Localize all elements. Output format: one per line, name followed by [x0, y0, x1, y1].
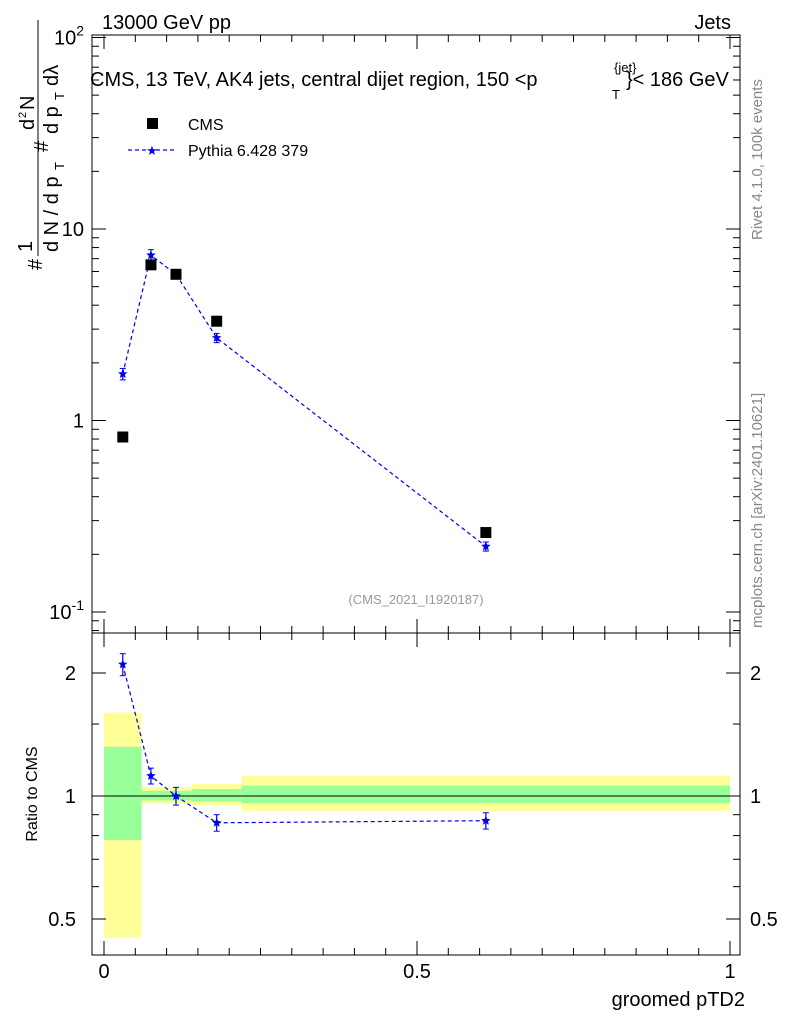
main-y-tick-label: 102 — [54, 23, 84, 50]
cms-data-point — [211, 315, 223, 327]
plot-title-tail: }< 186 GeV — [626, 69, 730, 91]
legend-cms-marker — [147, 118, 158, 129]
svg-text:d: d — [17, 119, 39, 130]
ratio-pythia-point — [118, 659, 128, 669]
ratio-pythia-point — [146, 770, 156, 780]
svg-text:1: 1 — [15, 241, 37, 252]
svg-text:T: T — [52, 162, 67, 170]
svg-text:T: T — [52, 92, 67, 100]
pythia-line — [122, 254, 487, 547]
header-left: 13000 GeV pp — [102, 12, 231, 34]
svg-text:d N / d p: d N / d p — [41, 176, 63, 252]
svg-text:dλ: dλ — [41, 65, 63, 86]
analysis-id: (CMS_2021_I1920187) — [348, 592, 483, 607]
legend-pythia-marker: ★ — [146, 143, 158, 158]
plot-title-sup: {jet} — [614, 60, 637, 75]
ratio-y-tick-label: 2 — [65, 663, 76, 685]
main-y-tick-label: 1 — [73, 411, 84, 433]
plot-title: CMS, 13 TeV, AK4 jets, central dijet reg… — [90, 69, 538, 91]
header-right: Jets — [694, 12, 731, 34]
cms-data-point — [480, 527, 492, 539]
svg-text:d p: d p — [41, 106, 63, 134]
x-axis-label: groomed pTD2 — [612, 989, 745, 1011]
plot-title-sub: T — [612, 87, 620, 102]
ratio-y-tick-label-right: 1 — [750, 786, 761, 808]
cms-data-point — [170, 268, 182, 280]
main-y-axis-label: # 1 d N / d p T # d 2 N d p T dλ — [15, 20, 67, 270]
svg-text:#: # — [31, 140, 53, 152]
ratio-panel-frame — [91, 632, 741, 956]
ratio-y-tick-label-right: 0.5 — [750, 909, 778, 931]
pythia-point — [481, 541, 491, 551]
legend-cms-label: CMS — [188, 117, 224, 134]
ratio-y-tick-label: 1 — [65, 786, 76, 808]
pythia-point — [146, 250, 156, 260]
svg-text:#: # — [25, 258, 47, 270]
legend-pythia-label: Pythia 6.428 379 — [188, 143, 308, 160]
cms-data-point — [117, 431, 129, 443]
ratio-pythia-point — [211, 817, 222, 827]
x-tick-label: 0.5 — [403, 961, 431, 983]
ratio-pythia-point — [481, 815, 491, 825]
x-tick-label: 0 — [98, 961, 109, 983]
main-y-tick-label: 10-1 — [49, 597, 84, 624]
pythia-point — [211, 332, 222, 342]
svg-text:2: 2 — [17, 112, 29, 118]
cms-data-point — [145, 259, 157, 271]
svg-text:N: N — [17, 96, 39, 110]
ratio-band-inner — [104, 746, 142, 841]
ratio-band-inner — [241, 785, 730, 804]
main-y-tick-label: 10 — [62, 219, 84, 241]
ratio-pythia-point — [171, 791, 181, 800]
x-tick-label: 1 — [724, 961, 735, 983]
pythia-point — [118, 369, 128, 378]
ratio-y-axis-label: Ratio to CMS — [24, 746, 41, 841]
mcplots-label: mcplots.cern.ch [arXiv:2401.10621] — [749, 393, 766, 628]
ratio-y-tick-label: 0.5 — [48, 909, 76, 931]
ratio-band-inner — [191, 789, 242, 802]
ratio-y-tick-label-right: 2 — [750, 663, 761, 685]
rivet-label: Rivet 4.1.0, 100k events — [749, 79, 766, 240]
